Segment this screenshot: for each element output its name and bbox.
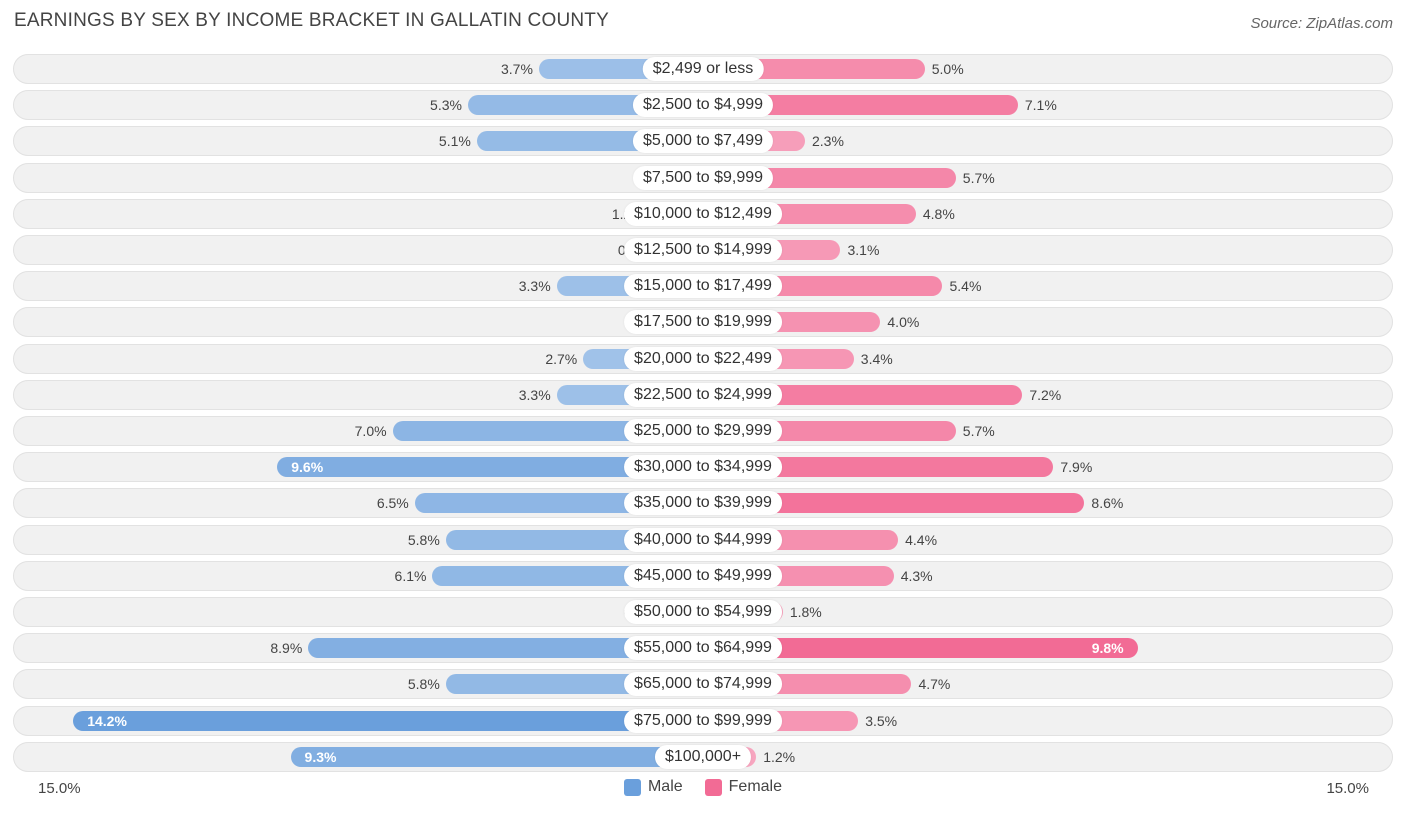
category-label: $10,000 to $12,499	[624, 201, 782, 226]
category-label: $55,000 to $64,999	[624, 636, 782, 661]
value-label-female: 4.4%	[905, 531, 938, 548]
category-label: $40,000 to $44,999	[624, 527, 782, 552]
bar-male[interactable]	[73, 710, 703, 731]
category-label: $2,499 or less	[642, 57, 764, 81]
value-label-male: 6.5%	[376, 495, 409, 512]
value-label-male: 2.7%	[545, 350, 578, 367]
legend-swatch-female	[704, 778, 722, 796]
bar-female[interactable]	[703, 384, 1023, 405]
axis-right-label: 15.0%	[1326, 780, 1369, 797]
value-label-female: 9.8%	[1091, 640, 1124, 657]
value-label-female: 7.9%	[1060, 459, 1093, 476]
value-label-female: 5.7%	[962, 169, 995, 186]
value-label-male: 5.8%	[407, 676, 440, 693]
value-label-male: 3.3%	[518, 386, 551, 403]
value-label-female: 3.1%	[847, 242, 880, 258]
category-label: $35,000 to $39,999	[624, 491, 782, 516]
value-label-male: 7.0%	[354, 423, 387, 439]
value-label-male: 3.7%	[500, 61, 533, 77]
legend-label-male: Male	[647, 778, 683, 795]
source-note: Source: ZipAtlas.com	[1250, 15, 1393, 32]
value-label-male: 3.3%	[518, 278, 551, 295]
value-label-male: 14.2%	[87, 712, 127, 729]
category-label: $65,000 to $74,999	[624, 672, 782, 697]
value-label-female: 7.1%	[1024, 97, 1057, 114]
bar-male[interactable]	[290, 746, 703, 767]
category-label: $100,000+	[654, 744, 752, 769]
bar-female[interactable]	[703, 95, 1018, 116]
value-label-female: 3.5%	[865, 712, 898, 729]
value-label-female: 1.8%	[789, 604, 822, 620]
category-label: $12,500 to $14,999	[624, 238, 782, 262]
value-label-female: 8.6%	[1091, 495, 1124, 512]
value-label-female: 7.2%	[1029, 386, 1062, 403]
category-label: $2,500 to $4,999	[632, 93, 774, 118]
bar-female[interactable]	[703, 457, 1054, 478]
value-label-male: 9.3%	[304, 748, 337, 765]
category-label: $7,500 to $9,999	[632, 165, 774, 190]
bar-male[interactable]	[308, 638, 703, 659]
legend-swatch-male	[623, 778, 641, 796]
value-label-female: 5.4%	[949, 278, 982, 295]
legend: Male Female	[0, 778, 1406, 796]
value-label-female: 5.0%	[931, 61, 964, 77]
category-label: $75,000 to $99,999	[624, 708, 782, 733]
category-label: $20,000 to $22,499	[624, 346, 782, 371]
bar-female[interactable]	[703, 638, 1138, 659]
value-label-male: 9.6%	[291, 459, 324, 476]
value-label-female: 2.3%	[812, 133, 844, 150]
value-label-female: 4.8%	[922, 205, 955, 222]
category-label: $25,000 to $29,999	[624, 419, 782, 443]
value-label-female: 4.0%	[887, 314, 920, 331]
value-label-male: 5.3%	[430, 97, 462, 114]
value-label-male: 5.8%	[407, 531, 440, 548]
legend-item-female[interactable]: Female	[704, 778, 783, 796]
category-label: $15,000 to $17,499	[624, 274, 782, 299]
category-label: $30,000 to $34,999	[624, 455, 782, 480]
value-label-female: 5.7%	[962, 423, 995, 439]
value-label-female: 4.3%	[900, 567, 933, 584]
bar-male[interactable]	[277, 457, 703, 478]
category-label: $5,000 to $7,499	[632, 129, 774, 154]
category-label: $45,000 to $49,999	[624, 563, 782, 588]
bar-female[interactable]	[703, 493, 1085, 514]
value-label-male: 8.9%	[270, 640, 303, 657]
value-label-female: 1.2%	[763, 748, 796, 765]
value-label-female: 3.4%	[860, 350, 893, 367]
chart-title: EARNINGS BY SEX BY INCOME BRACKET IN GAL…	[14, 10, 609, 31]
category-label: $22,500 to $24,999	[624, 382, 782, 407]
value-label-female: 4.7%	[918, 676, 951, 693]
category-label: $17,500 to $19,999	[624, 310, 782, 335]
category-label: $50,000 to $54,999	[624, 600, 782, 624]
value-label-male: 5.1%	[438, 133, 471, 150]
value-label-male: 6.1%	[394, 567, 427, 584]
legend-label-female: Female	[728, 778, 783, 795]
axis-left-label: 15.0%	[38, 780, 81, 797]
legend-item-male[interactable]: Male	[623, 778, 683, 796]
